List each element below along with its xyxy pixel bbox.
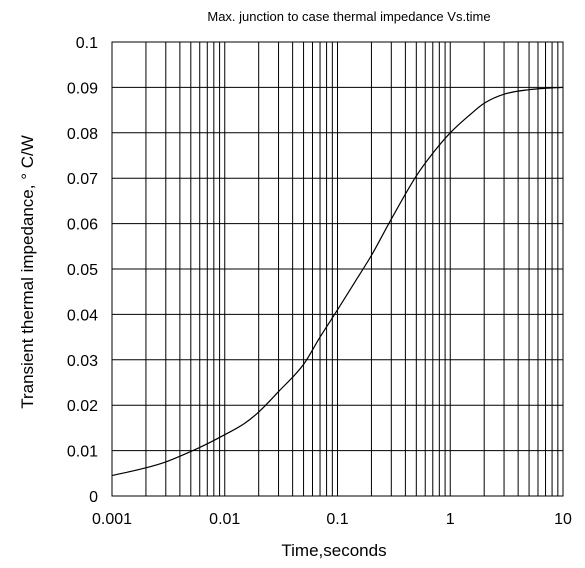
y-tick-label: 0.06 [67, 217, 98, 234]
y-tick-label: 0.08 [67, 126, 98, 143]
x-tick-label: 10 [554, 511, 572, 528]
chart-title: Max. junction to case thermal impedance … [207, 9, 490, 24]
y-tick-label: 0.01 [67, 444, 98, 461]
x-tick-label: 0.01 [209, 511, 240, 528]
y-tick-labels: 0 0.01 0.02 0.03 0.04 0.05 0.06 0.07 0.08 0.09 0.1 [67, 35, 98, 506]
y-tick-label: 0.04 [67, 307, 98, 324]
x-tick-labels: 0.001 0.01 0.1 1 10 [92, 511, 572, 528]
y-axis-label: Transient thermal impedance, ° C/W [18, 135, 37, 409]
x-tick-label: 0.001 [92, 511, 132, 528]
y-tick-label: 0.1 [76, 35, 98, 52]
y-tick-label: 0.05 [67, 262, 98, 279]
y-tick-label: 0.02 [67, 398, 98, 415]
x-tick-label: 0.1 [326, 511, 348, 528]
y-tick-label: 0.07 [67, 171, 98, 188]
plot-frame [111, 41, 564, 497]
series-line [111, 86, 564, 477]
x-axis-label: Time,seconds [281, 541, 386, 560]
y-tick-label: 0.09 [67, 80, 98, 97]
y-tick-label: 0 [89, 489, 98, 506]
x-tick-label: 1 [446, 511, 455, 528]
y-tick-label: 0.03 [67, 353, 98, 370]
